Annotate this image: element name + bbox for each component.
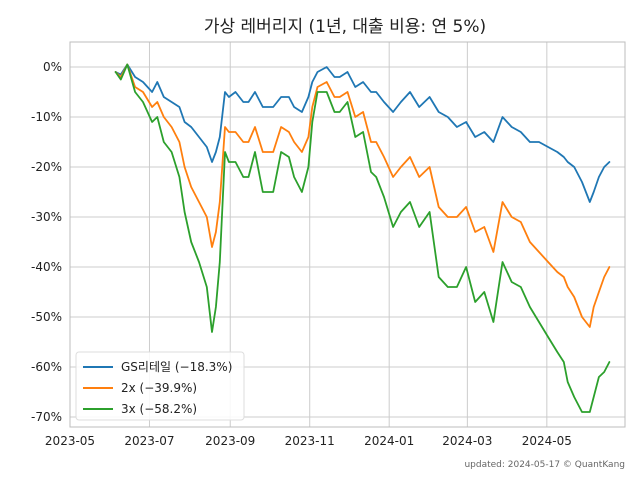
grid <box>69 42 625 427</box>
legend-label: 2x (−39.9%) <box>121 381 197 395</box>
y-tick-label: -10% <box>31 110 62 124</box>
series-line-1 <box>114 63 611 328</box>
legend-label: GS리테일 (−18.3%) <box>121 360 232 374</box>
legend: GS리테일 (−18.3%) 2x (−39.9%) 3x (−58.2%) <box>75 351 245 421</box>
chart-title: 가상 레버리지 (1년, 대출 비용: 연 5%) <box>204 17 486 37</box>
series-line-0 <box>114 63 611 203</box>
plot-frame <box>69 41 626 428</box>
x-tick-label: 2023-11 <box>285 434 335 448</box>
y-tick-label: -50% <box>31 310 62 324</box>
y-tick-label: -20% <box>31 160 62 174</box>
y-tick-label: -40% <box>31 260 62 274</box>
y-tick-label: -70% <box>31 410 62 424</box>
x-tick-label: 2023-07 <box>124 434 174 448</box>
x-tick-label: 2024-03 <box>442 434 492 448</box>
x-tick-label: 2023-05 <box>45 434 95 448</box>
y-axis-ticks: 0% -10% -20% -30% -40% -50% -60% -70% <box>31 60 62 424</box>
x-axis-ticks: 2023-05 2023-07 2023-09 2023-11 2024-01 2024-… <box>45 434 572 448</box>
series-group <box>114 63 611 413</box>
series-line-2 <box>114 63 611 413</box>
x-tick-label: 2024-05 <box>522 434 572 448</box>
y-tick-label: -60% <box>31 360 62 374</box>
legend-box <box>75 351 245 421</box>
x-tick-label: 2024-01 <box>364 434 414 448</box>
y-tick-label: -30% <box>31 210 62 224</box>
x-tick-label: 2023-09 <box>205 434 255 448</box>
y-tick-label: 0% <box>43 60 62 74</box>
credit-text: updated: 2024-05-17 © QuantKang <box>464 460 625 470</box>
legend-label: 3x (−58.2%) <box>121 402 197 416</box>
